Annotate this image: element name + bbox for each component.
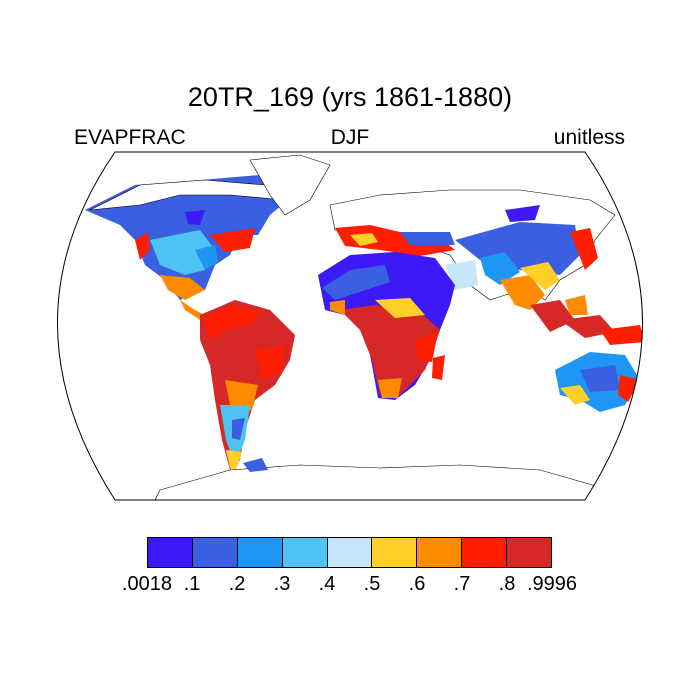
colorbar-tick-label: .8: [498, 573, 516, 595]
units-label: unitless: [553, 126, 625, 149]
colorbar-tick-label: .6: [408, 573, 426, 595]
antarctica: [149, 464, 616, 500]
africa: [318, 252, 455, 400]
season-label: DJF: [330, 126, 370, 149]
variable-label: EVAPFRAC: [74, 126, 186, 149]
new-zealand: [639, 394, 643, 426]
greenland: [249, 154, 331, 216]
colorbar: [147, 537, 552, 568]
colorbar-tick-label: .7: [453, 573, 471, 595]
colorbar-tick-labels: .0018 .1 .2 .3 .4 .5 .6 .7 .8 .9996: [0, 573, 700, 599]
colorbar-cell: [237, 538, 283, 567]
colorbar-cell: [282, 538, 328, 567]
eurasia: [329, 189, 616, 310]
australia: [555, 352, 640, 412]
colorbar-cell: [462, 538, 508, 567]
colorbar-tick-label: .9996: [526, 573, 578, 595]
colorbar-tick-label: .2: [228, 573, 246, 595]
colorbar-cell: [148, 538, 193, 567]
plot-title: 20TR_169 (yrs 1861-1880): [187, 82, 513, 112]
colorbar-tick-label: .4: [318, 573, 336, 595]
colorbar-cell: [417, 538, 463, 567]
south-america: [200, 300, 295, 470]
colorbar-tick-label: .1: [183, 573, 201, 595]
colorbar-cell: [327, 538, 373, 567]
colorbar-cell: [372, 538, 418, 567]
colorbar-tick-label: .3: [273, 573, 291, 595]
southeast-asia: [530, 295, 643, 345]
colorbar-cell: [192, 538, 238, 567]
colorbar-tick-label: .5: [363, 573, 381, 595]
antarctic-peninsula: [243, 458, 268, 472]
north-america: [85, 175, 301, 320]
map-border: [57, 151, 643, 501]
colorbar-tick-label: .0018: [121, 573, 173, 595]
colorbar-cell: [507, 538, 552, 567]
